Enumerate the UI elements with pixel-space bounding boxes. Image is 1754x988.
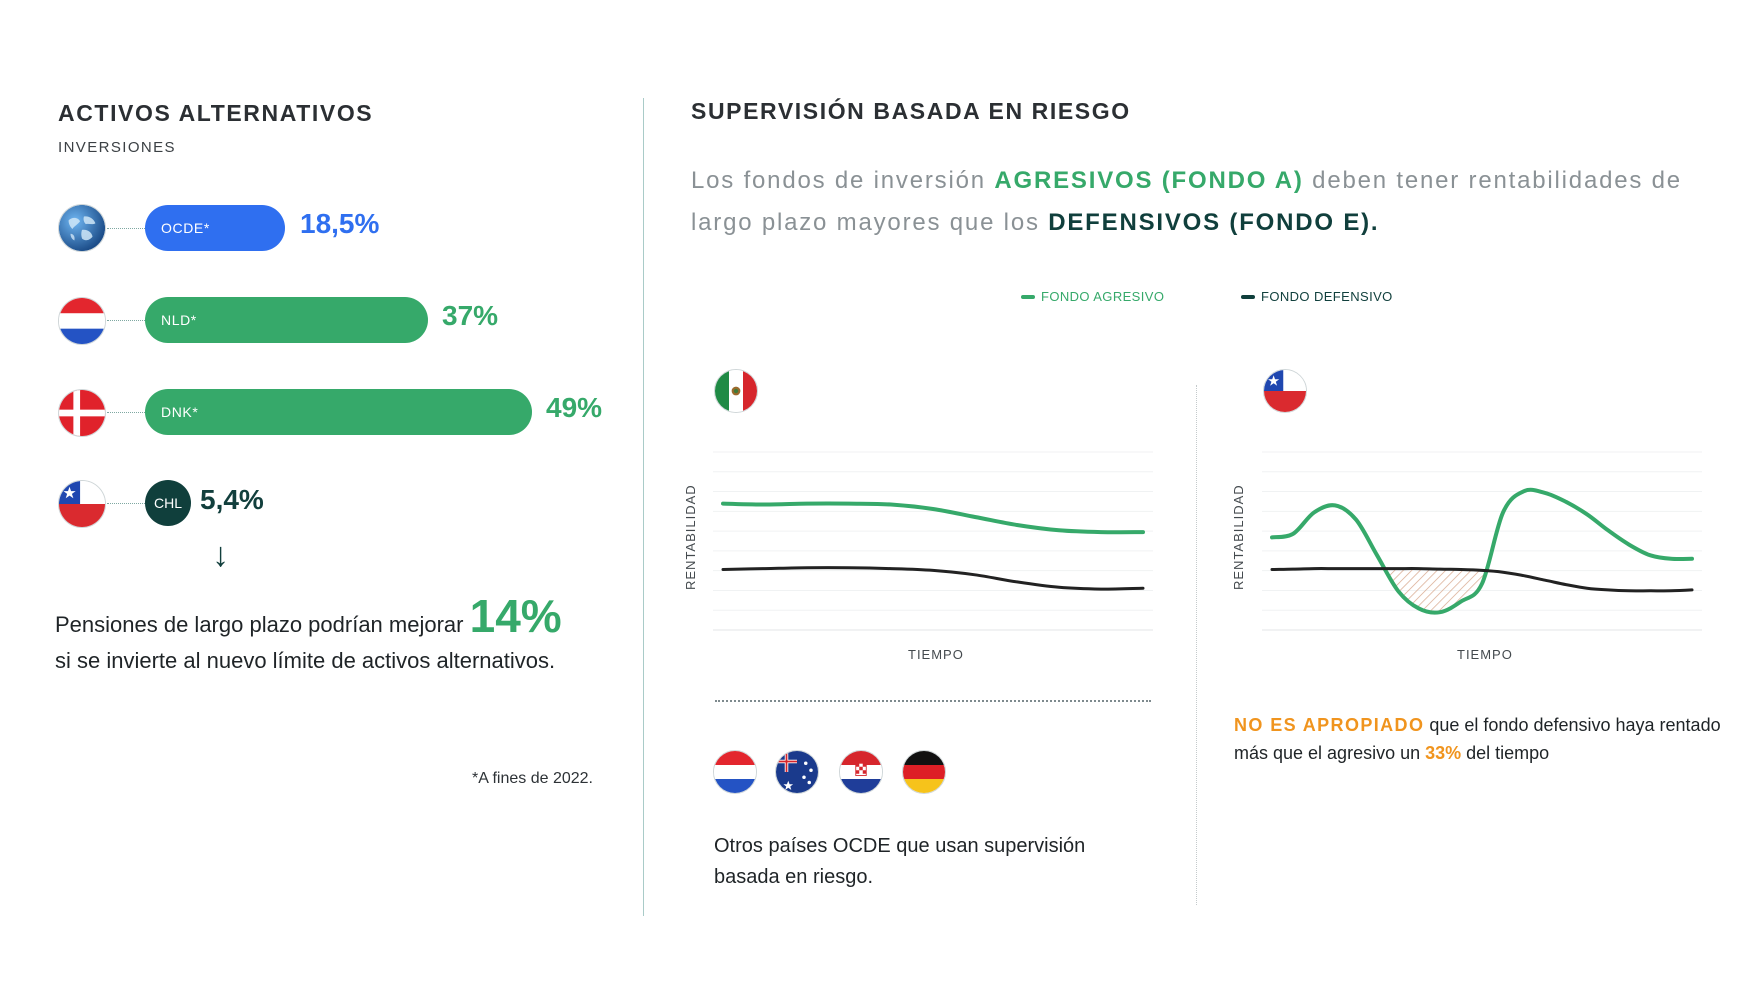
note-pct: 33% <box>1425 743 1462 763</box>
croatia-flag-icon <box>839 750 883 794</box>
bar-label: OCDE* <box>161 220 210 236</box>
bar-label: NLD* <box>161 312 197 328</box>
note-text: NO ES APROPIADO que el fondo defensivo h… <box>1234 711 1724 767</box>
bar-chl: CHL <box>145 480 191 526</box>
connector-line <box>107 503 147 504</box>
lead-text: Los fondos de inversión AGRESIVOS (FONDO… <box>691 160 1741 244</box>
chart-mexico <box>713 451 1153 631</box>
left-title: ACTIVOS ALTERNATIVOS <box>58 100 374 126</box>
note-orange: NO ES APROPIADO <box>1234 715 1425 735</box>
mexico-flag-icon <box>714 369 758 413</box>
pension-text-2: si se invierte al nuevo límite de activo… <box>55 648 556 673</box>
germany-flag-icon <box>902 750 946 794</box>
legend-item-aggressive: FONDO AGRESIVO <box>1021 289 1164 304</box>
y-axis-label: RENTABILIDAD <box>1231 484 1246 590</box>
chart-chile <box>1262 451 1702 631</box>
chart-divider <box>1196 385 1197 905</box>
x-axis-label: TIEMPO <box>908 647 964 662</box>
legend-label: FONDO DEFENSIVO <box>1261 289 1393 304</box>
value-chl: 5,4% <box>200 484 264 515</box>
value-dnk: 49% <box>546 392 603 423</box>
legend-label: FONDO AGRESIVO <box>1041 289 1165 304</box>
value-nld: 37% <box>442 300 499 331</box>
legend-item-defensive: FONDO DEFENSIVO <box>1241 289 1393 304</box>
note-text-2: del tiempo <box>1461 743 1550 763</box>
netherlands-flag-icon <box>58 297 106 345</box>
series-line-defensive <box>1270 567 1694 593</box>
panel-divider <box>643 98 644 916</box>
connector-line <box>107 320 147 321</box>
netherlands-flag-icon <box>713 750 757 794</box>
series-line-aggressive <box>1270 487 1694 615</box>
lead-text-1: Los fondos de inversión <box>691 167 995 194</box>
x-axis-label: TIEMPO <box>1457 647 1513 662</box>
dotted-separator <box>715 700 1151 702</box>
bar-label: DNK* <box>161 404 199 420</box>
legend-swatch <box>1021 294 1035 299</box>
chile-flag-icon <box>58 480 106 528</box>
globe-icon <box>58 204 106 252</box>
lead-green: AGRESIVOS (FONDO A) <box>994 167 1304 194</box>
connector-line <box>107 228 147 229</box>
note-text-1: que el fondo defensivo haya rentado más … <box>1234 715 1721 763</box>
lead-dark: DEFENSIVOS (FONDO E). <box>1048 209 1380 236</box>
pension-text: Pensiones de largo plazo podrían mejorar… <box>55 593 635 679</box>
australia-flag-icon <box>775 750 819 794</box>
bar-ocde: OCDE* <box>145 205 285 251</box>
bar-label: CHL <box>153 495 182 511</box>
denmark-flag-icon <box>58 389 106 437</box>
value-ocde: 18,5% <box>300 208 380 239</box>
connector-line <box>107 412 147 413</box>
legend-swatch <box>1241 294 1255 299</box>
left-subtitle: INVERSIONES <box>58 139 176 156</box>
series-line-defensive <box>721 566 1145 591</box>
arrow-down-icon: ↓ <box>212 536 229 574</box>
right-title: SUPERVISIÓN BASADA EN RIESGO <box>691 98 1131 124</box>
y-axis-label: RENTABILIDAD <box>683 484 698 590</box>
lead-text-2: deben tener rentabilidades de largo plaz… <box>691 167 1682 236</box>
footnote: *A fines de 2022. <box>472 770 593 787</box>
pension-text-1: Pensiones de largo plazo podrían mejorar <box>55 612 464 637</box>
chile-flag-icon <box>1263 369 1307 413</box>
pension-pct: 14% <box>469 590 562 642</box>
other-countries-text: Otros países OCDE que usan supervisión b… <box>714 835 1086 888</box>
bar-nld: NLD* <box>145 297 428 343</box>
series-line-aggressive <box>721 501 1145 535</box>
bar-dnk: DNK* <box>145 389 532 435</box>
